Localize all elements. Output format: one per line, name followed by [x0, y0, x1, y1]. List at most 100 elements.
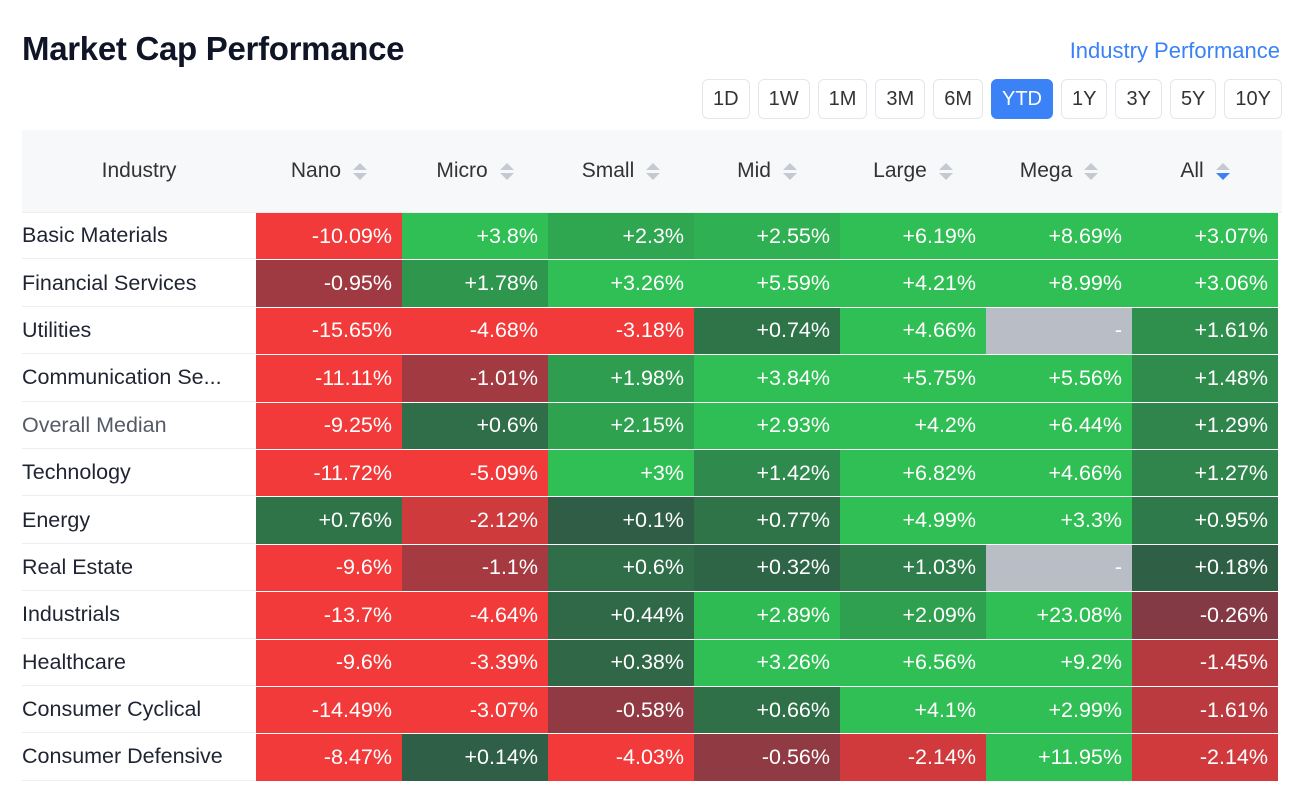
period-selector: 1D 1W 1M 3M 6M YTD 1Y 3Y 5Y 10Y [702, 79, 1282, 119]
performance-cell-all: +1.48% [1132, 355, 1278, 402]
table-row: Financial Services -0.95% +1.78% +3.26% +5.5… [22, 260, 1282, 308]
performance-cell-nano: -8.47% [256, 734, 402, 781]
performance-cell-small: +0.6% [548, 544, 694, 592]
performance-cell-mega: - [986, 307, 1132, 355]
performance-cell-all: -0.26% [1132, 592, 1278, 639]
performance-cell-large: -2.14% [840, 734, 986, 781]
performance-cell-mid: +5.59% [694, 260, 840, 307]
industry-name[interactable]: Real Estate [22, 544, 256, 592]
table-row: Communication Se... -11.11% -1.01% +1.98% +3… [22, 355, 1282, 403]
column-header-industry: Industry [22, 130, 256, 212]
column-header-small[interactable]: Small [548, 130, 694, 212]
period-button-1d[interactable]: 1D [702, 79, 750, 119]
performance-cell-mid: +3.26% [694, 639, 840, 686]
industry-name[interactable]: Financial Services [22, 260, 256, 307]
sort-icon [646, 162, 661, 180]
industry-name[interactable]: Basic Materials [22, 213, 256, 260]
period-button-10y[interactable]: 10Y [1224, 79, 1282, 119]
performance-cell-nano: -13.7% [256, 592, 402, 639]
industry-name[interactable]: Utilities [22, 307, 256, 355]
period-button-3m[interactable]: 3M [875, 79, 926, 119]
performance-cell-mega: +11.95% [986, 734, 1132, 781]
performance-cell-nano: -9.6% [256, 639, 402, 686]
industry-name[interactable]: Technology [22, 449, 256, 497]
performance-cell-micro: -1.1% [402, 544, 548, 592]
period-button-ytd[interactable]: YTD [991, 79, 1053, 119]
industry-name[interactable]: Energy [22, 497, 256, 544]
performance-cell-nano: -11.11% [256, 355, 402, 402]
performance-cell-small: +2.3% [548, 213, 694, 260]
column-header-mega[interactable]: Mega [986, 130, 1132, 212]
table-row: Consumer Cyclical -14.49% -3.07% -0.58% +0.6… [22, 686, 1282, 735]
performance-cell-mega: +8.99% [986, 260, 1132, 307]
performance-cell-large: +4.2% [840, 402, 986, 449]
performance-cell-micro: -2.12% [402, 497, 548, 544]
column-header-label: All [1180, 159, 1204, 182]
column-header-mid[interactable]: Mid [694, 130, 840, 212]
page-title: Market Cap Performance [22, 30, 405, 67]
sort-icon [353, 162, 368, 180]
column-header-nano[interactable]: Nano [256, 130, 402, 212]
industry-name: Overall Median [22, 402, 256, 449]
performance-cell-small: -4.03% [548, 734, 694, 781]
column-header-label: Micro [436, 159, 488, 182]
performance-cell-all: +0.95% [1132, 497, 1278, 544]
performance-cell-all: -1.45% [1132, 639, 1278, 686]
industry-name[interactable]: Consumer Cyclical [22, 686, 256, 734]
performance-cell-large: +4.99% [840, 497, 986, 544]
performance-cell-mid: +3.84% [694, 355, 840, 402]
performance-cell-all: +1.27% [1132, 449, 1278, 497]
performance-cell-all: +0.18% [1132, 544, 1278, 592]
performance-cell-micro: -4.64% [402, 592, 548, 639]
performance-cell-large: +2.09% [840, 592, 986, 639]
industry-performance-link[interactable]: Industry Performance [1069, 38, 1280, 63]
performance-cell-mid: +2.55% [694, 213, 840, 260]
table-row: Consumer Defensive -8.47% +0.14% -4.03% -0.5… [22, 734, 1282, 782]
industry-name[interactable]: Industrials [22, 592, 256, 639]
industry-name[interactable]: Healthcare [22, 639, 256, 686]
performance-cell-large: +6.82% [840, 449, 986, 497]
performance-cell-micro: +0.6% [402, 402, 548, 449]
performance-cell-micro: -1.01% [402, 355, 548, 402]
performance-cell-small: +1.98% [548, 355, 694, 402]
performance-table: Industry Nano Micro Small Mid Large Mega All Ba… [22, 130, 1282, 782]
column-header-micro[interactable]: Micro [402, 130, 548, 212]
column-header-large[interactable]: Large [840, 130, 986, 212]
column-header-label: Small [581, 159, 635, 182]
table-body: Basic Materials -10.09% +3.8% +2.3% +2.55% +6… [22, 213, 1282, 782]
column-header-label: Large [873, 159, 927, 182]
performance-cell-mega: +2.99% [986, 686, 1132, 734]
column-header-label: Mega [1019, 159, 1073, 182]
column-header-label: Nano [290, 159, 342, 182]
performance-cell-mid: +2.93% [694, 402, 840, 449]
sort-icon [938, 162, 953, 180]
industry-name[interactable]: Consumer Defensive [22, 734, 256, 781]
performance-cell-micro: -3.39% [402, 639, 548, 686]
table-row: Energy +0.76% -2.12% +0.1% +0.77% +4.99% +3.3%… [22, 497, 1282, 545]
performance-cell-micro: +3.8% [402, 213, 548, 260]
performance-cell-nano: -15.65% [256, 307, 402, 355]
performance-cell-mid: +0.74% [694, 307, 840, 355]
performance-cell-mid: +2.89% [694, 592, 840, 639]
performance-cell-small: -3.18% [548, 307, 694, 355]
period-button-5y[interactable]: 5Y [1169, 79, 1217, 119]
performance-cell-nano: +0.76% [256, 497, 402, 544]
period-button-6m[interactable]: 6M [933, 79, 983, 119]
performance-cell-small: +0.1% [548, 497, 694, 544]
column-header-label: Mid [737, 159, 771, 182]
period-button-1w[interactable]: 1W [757, 79, 810, 119]
performance-cell-mega: +4.66% [986, 449, 1132, 497]
performance-cell-mega: +5.56% [986, 355, 1132, 402]
performance-cell-micro: +0.14% [402, 734, 548, 781]
period-button-1y[interactable]: 1Y [1061, 79, 1108, 119]
period-button-3y[interactable]: 3Y [1115, 79, 1162, 119]
performance-cell-micro: -5.09% [402, 449, 548, 497]
column-header-all[interactable]: All [1132, 130, 1278, 212]
table-header: Industry Nano Micro Small Mid Large Mega All [22, 130, 1282, 213]
performance-cell-large: +1.03% [840, 544, 986, 592]
period-button-1m[interactable]: 1M [817, 79, 868, 119]
performance-cell-mid: +0.66% [694, 686, 840, 734]
table-row: Basic Materials -10.09% +3.8% +2.3% +2.55% +6… [22, 213, 1282, 261]
performance-cell-all: -1.61% [1132, 686, 1278, 734]
industry-name[interactable]: Communication Se... [22, 355, 256, 402]
